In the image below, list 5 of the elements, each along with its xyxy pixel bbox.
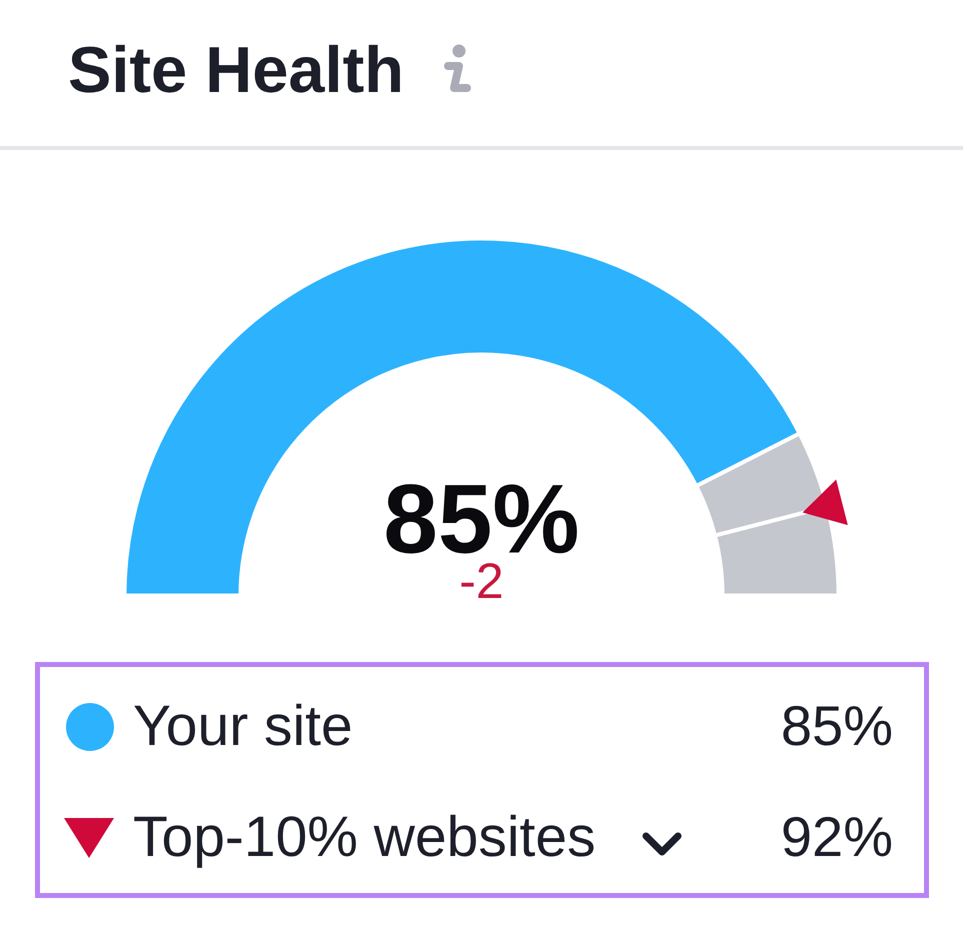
chart-title: Site Health <box>68 33 404 106</box>
text: 85% <box>780 694 893 757</box>
legend-label: Your site <box>133 693 353 760</box>
text: 92% <box>780 804 893 870</box>
text: Top-10% websites <box>133 804 596 871</box>
